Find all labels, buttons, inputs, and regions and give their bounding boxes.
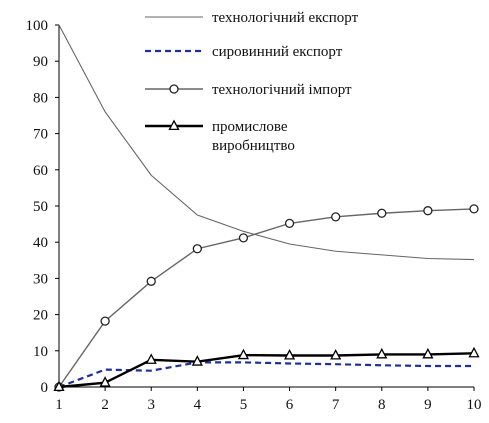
- y-tick-label: 40: [33, 235, 48, 251]
- series-3-line: [58, 208, 475, 388]
- series-4-marker: [376, 347, 388, 359]
- legend-label: виробництво: [212, 138, 295, 154]
- series-4: [53, 346, 480, 392]
- y-tick-label: 30: [33, 271, 48, 287]
- legend-item-4: промислове виробництво: [145, 119, 295, 154]
- series-4-marker: [330, 349, 342, 360]
- chart-legend: технологічний експорт сировинний експорт т…: [145, 10, 359, 154]
- legend-label: промислове: [212, 119, 288, 135]
- x-tick-label: 8: [378, 397, 386, 413]
- x-tick-label: 4: [194, 397, 202, 413]
- series-4-marker: [145, 353, 157, 364]
- series-3-marker: [331, 212, 341, 222]
- x-tick-label: 3: [147, 397, 155, 413]
- series-4-marker: [283, 349, 296, 360]
- series-3-marker: [469, 204, 479, 214]
- x-tick-label: 6: [286, 397, 294, 413]
- legend-item-2: сировинний експорт: [145, 44, 343, 60]
- y-tick-label: 90: [33, 54, 48, 70]
- series-1-line: [58, 24, 475, 261]
- series-4-marker: [99, 376, 111, 387]
- y-tick-label: 60: [33, 163, 48, 179]
- series-3-marker: [146, 276, 156, 286]
- y-tick-label: 10: [33, 344, 48, 360]
- series-3-marker: [377, 208, 387, 218]
- legend-swatch-marker: [168, 119, 180, 131]
- series-3-marker: [192, 244, 202, 254]
- y-tick-label: 80: [33, 90, 48, 106]
- chart-axes: [55, 24, 475, 391]
- x-tick-label: 9: [424, 397, 432, 413]
- series-4-marker: [237, 348, 250, 360]
- x-tick-label: 5: [240, 397, 248, 413]
- tick-labels: 0 10 20 30 40 50 60 70 80 90 100 1 2 3 4 5 6 7 8 9 10: [26, 18, 482, 413]
- series-3: [54, 204, 479, 392]
- legend-label: технологічний імпорт: [212, 82, 352, 98]
- series-4-marker: [191, 355, 203, 366]
- y-tick-label: 20: [33, 308, 48, 324]
- chart-series: [53, 24, 480, 392]
- series-4-marker: [53, 380, 65, 392]
- series-1: [58, 24, 475, 261]
- series-3-marker: [284, 218, 295, 229]
- series-3-marker: [238, 233, 249, 243]
- series-3-marker: [100, 316, 110, 326]
- y-tick-label: 0: [41, 380, 49, 396]
- legend-label: сировинний експорт: [212, 44, 343, 60]
- legend-item-3: технологічний імпорт: [145, 82, 352, 98]
- legend-item-1: технологічний експорт: [145, 10, 359, 26]
- y-tick-label: 70: [33, 127, 48, 143]
- y-tick-label: 50: [33, 199, 48, 215]
- series-4-marker: [468, 346, 480, 358]
- x-tick-label: 2: [101, 397, 109, 413]
- series-3-marker: [423, 206, 433, 216]
- x-tick-label: 7: [332, 397, 340, 413]
- y-tick-label: 100: [26, 18, 49, 34]
- series-4-marker: [422, 347, 434, 359]
- legend-label: технологічний експорт: [212, 10, 359, 26]
- x-tick-label: 1: [55, 397, 63, 413]
- series-4-line: [58, 352, 475, 389]
- x-tick-label: 10: [467, 397, 482, 413]
- legend-swatch-marker: [169, 84, 179, 94]
